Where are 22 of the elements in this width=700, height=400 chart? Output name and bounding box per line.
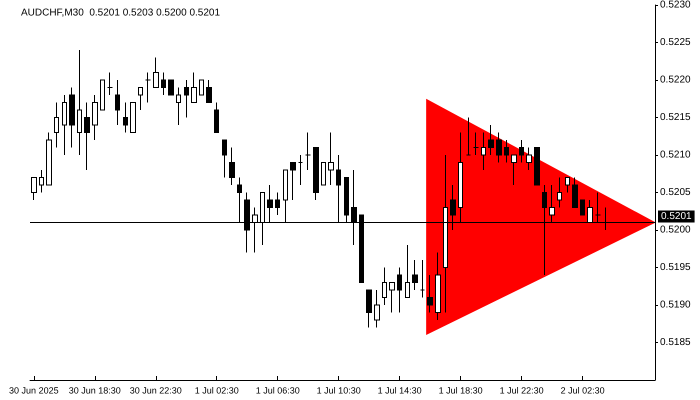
y-tick-label: 0.5210 [660,150,692,160]
x-tick-label: 30 Jun 2025 [9,386,59,396]
y-tick-label: 0.5185 [660,337,692,348]
y-tick-label: 0.5190 [660,300,692,310]
x-tick-label: 1 Jul 22:30 [500,386,544,396]
x-tick-label: 1 Jul 14:30 [378,386,422,396]
ref-line-label: 0.5201 [661,211,692,222]
y-tick-label: 0.5215 [660,112,692,123]
y-tick-label: 0.5195 [660,262,692,273]
x-tick-label: 1 Jul 18:30 [438,386,483,396]
chart-title: AUDCHF,M30 0.5201 0.5203 0.5200 0.5201 [21,8,220,18]
y-tick-label: 0.5220 [660,74,692,86]
x-tick-label: 1 Jul 02:30 [194,386,239,396]
y-tick-label: 0.5230 [660,0,692,10]
y-tick-label: 0.5200 [660,224,692,236]
x-tick-label: 30 Jun 18:30 [68,386,121,396]
x-tick-label: 1 Jul 10:30 [316,386,361,396]
y-tick-label: 0.5205 [660,187,692,198]
x-tick-label: 1 Jul 06:30 [256,386,300,396]
x-tick-label: 2 Jul 02:30 [560,386,605,396]
y-tick-label: 0.5225 [660,37,692,48]
x-tick-label: 30 Jun 22:30 [130,386,182,396]
